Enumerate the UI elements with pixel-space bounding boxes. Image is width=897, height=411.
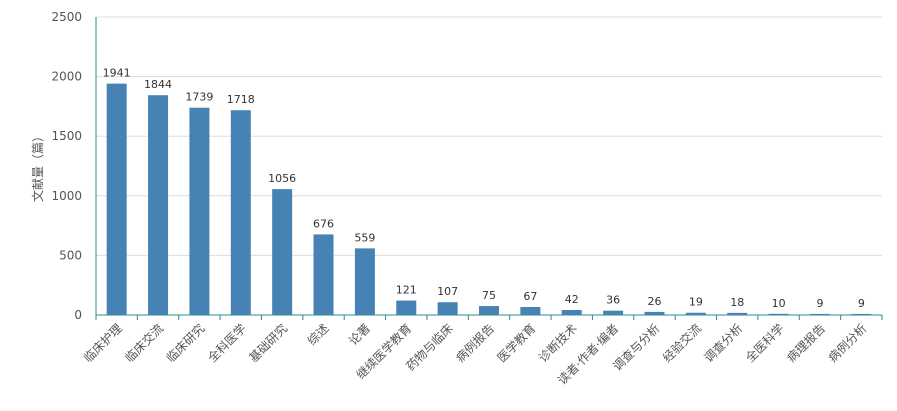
y-tick-label: 0 [74, 308, 82, 322]
bars [106, 83, 872, 316]
data-label: 67 [523, 290, 537, 303]
gridlines [96, 16, 882, 256]
bar [561, 309, 582, 315]
x-tick-label: 临床交流 [122, 321, 167, 366]
x-tick-label: 病理报告 [784, 321, 829, 366]
data-label: 9 [858, 297, 865, 310]
bar [685, 312, 706, 315]
bar [106, 83, 127, 315]
bar [230, 110, 251, 315]
bar [354, 248, 375, 315]
x-tick-label: 临床护理 [81, 321, 125, 365]
x-tick-label: 病例报告 [453, 321, 498, 366]
data-label: 676 [313, 217, 334, 230]
data-label: 36 [606, 294, 620, 307]
x-tick-label: 论著 [346, 321, 373, 348]
bar [768, 313, 789, 315]
data-label: 1739 [185, 91, 213, 104]
y-axis-label: 文献量（篇） [30, 130, 45, 202]
x-tick-label: 基础研究 [246, 321, 291, 366]
y-tick-label: 2500 [51, 10, 82, 24]
data-label: 121 [396, 284, 417, 297]
axes [95, 17, 883, 320]
bar [479, 306, 499, 315]
y-tick-label: 1500 [51, 129, 82, 143]
x-tick-label: 临床研究 [163, 321, 208, 366]
bar [437, 302, 458, 315]
bar [644, 311, 665, 315]
bar [520, 307, 541, 315]
data-label: 75 [482, 289, 496, 302]
data-label: 42 [565, 293, 579, 306]
y-tick-labels: 0 500 1000 1500 2000 2500 [51, 10, 82, 322]
x-tick-label: 全医科学 [742, 321, 787, 366]
x-tick-label: 医学教育 [494, 321, 539, 366]
y-tick-label: 2000 [51, 70, 82, 84]
y-tick-label: 1000 [51, 189, 82, 203]
bar [603, 310, 624, 315]
bar [313, 234, 334, 315]
bar [396, 300, 417, 315]
data-label: 1718 [227, 93, 255, 106]
data-label: 19 [689, 296, 703, 309]
bar [851, 313, 872, 315]
bar [189, 107, 210, 315]
data-label: 10 [772, 297, 786, 310]
data-label: 1844 [144, 78, 172, 91]
x-tick-label: 综述 [305, 321, 332, 348]
bar [727, 312, 748, 315]
x-tick-label: 经验交流 [659, 321, 704, 366]
bar [272, 189, 293, 315]
data-labels: 1941 1844 1739 1718 1056 676 559 121 107 75 67 42 36… [103, 67, 865, 310]
data-label: 1941 [103, 67, 131, 80]
bar [809, 313, 830, 315]
x-tick-label: 全科医学 [204, 321, 249, 366]
data-label: 26 [647, 295, 661, 308]
data-label: 107 [437, 285, 458, 298]
data-label: 1056 [268, 172, 296, 185]
data-label: 559 [354, 231, 375, 244]
data-label: 18 [730, 296, 744, 309]
bar [148, 95, 169, 316]
data-label: 9 [816, 297, 823, 310]
y-tick-label: 500 [59, 248, 82, 262]
x-tick-label: 调查分析 [701, 321, 745, 365]
x-tick-label: 病例分析 [825, 321, 870, 366]
